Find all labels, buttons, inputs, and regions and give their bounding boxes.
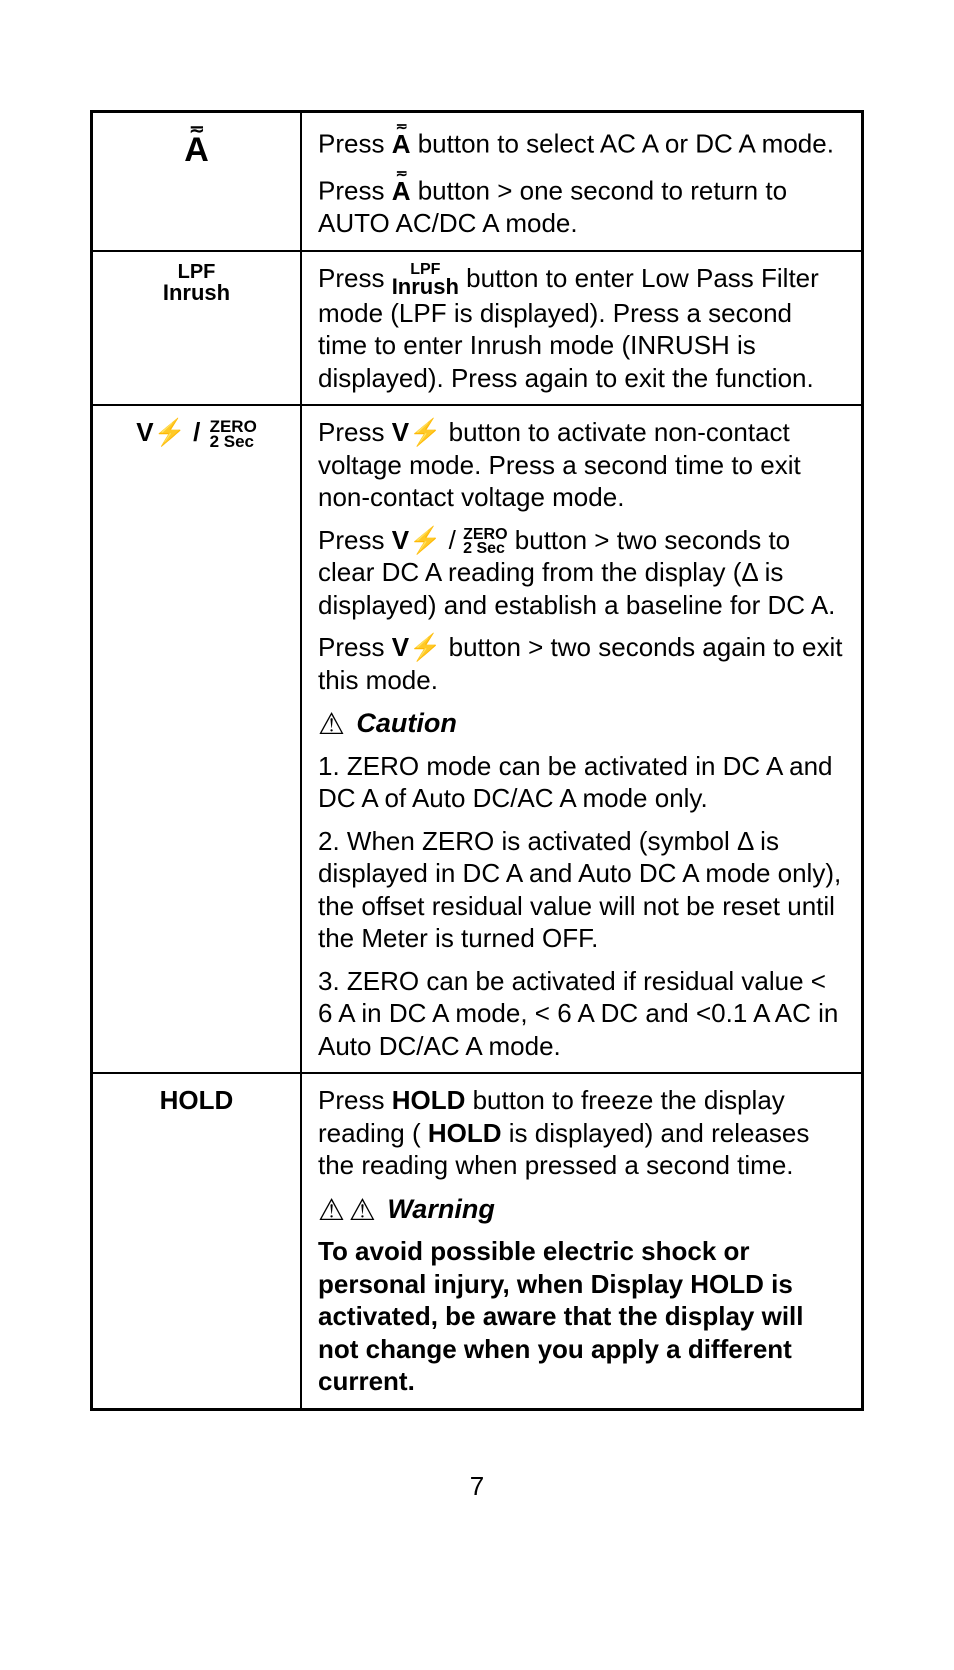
warning-triangle-icon: ⚠ xyxy=(318,706,345,744)
a-letter: A xyxy=(392,178,411,204)
button-functions-table: ≂ A Press ≂ A button to select AC A or D… xyxy=(90,110,864,1411)
caution-heading: ⚠ Caution xyxy=(318,706,845,744)
text: LPF xyxy=(109,262,284,282)
a-acdc-icon: ≂ A xyxy=(184,123,209,167)
row-label-a: ≂ A xyxy=(92,112,302,251)
row-label-lpf: LPF Inrush xyxy=(92,251,302,406)
caution-item: 3. ZERO can be activated if residual val… xyxy=(318,965,845,1063)
text: Press xyxy=(318,632,392,662)
caution-item: 2. When ZERO is activated (symbol Δ is d… xyxy=(318,825,845,955)
text: Inrush xyxy=(109,282,284,304)
v-bolt-icon: V⚡ xyxy=(392,417,442,447)
a-letter: A xyxy=(184,133,209,167)
row-label-hold: HOLD xyxy=(92,1073,302,1409)
text: button to select AC A or DC A mode. xyxy=(418,129,834,159)
zero-2sec-icon: ZERO2 Sec xyxy=(210,420,257,449)
table-row: V⚡ / ZERO2 Sec Press V⚡ button to activa… xyxy=(92,405,863,1073)
paragraph: Press ≂ A button to select AC A or DC A … xyxy=(318,123,845,160)
text: Press xyxy=(318,525,392,555)
text: HOLD xyxy=(428,1118,502,1148)
text: Press xyxy=(318,417,392,447)
table-row: LPF Inrush Press LPF Inrush button to en… xyxy=(92,251,863,406)
text: 2 Sec xyxy=(463,542,507,556)
manual-page: ≂ A Press ≂ A button to select AC A or D… xyxy=(0,0,954,1582)
row-desc-lpf: Press LPF Inrush button to enter Low Pas… xyxy=(301,251,863,406)
row-desc-hold: Press HOLD button to freeze the display … xyxy=(301,1073,863,1409)
paragraph: Press V⚡ button to activate non-contact … xyxy=(318,416,845,514)
warning-text: To avoid possible electric shock or pers… xyxy=(318,1235,845,1398)
row-desc-vzero: Press V⚡ button to activate non-contact … xyxy=(301,405,863,1073)
text: Press xyxy=(318,129,392,159)
warning-triangle-icon: ⚠ xyxy=(349,1192,376,1230)
page-number: 7 xyxy=(90,1471,864,1502)
row-label-vzero: V⚡ / ZERO2 Sec xyxy=(92,405,302,1073)
caution-item: 1. ZERO mode can be activated in DC A an… xyxy=(318,750,845,815)
text: Inrush xyxy=(392,277,459,297)
text: Caution xyxy=(349,708,457,738)
text: Press xyxy=(318,1085,392,1115)
paragraph: Press V⚡ / ZERO 2 Sec button > two secon… xyxy=(318,524,845,622)
row-desc-a: Press ≂ A button to select AC A or DC A … xyxy=(301,112,863,251)
text: 2 Sec xyxy=(210,435,257,449)
lpf-inrush-icon: LPF Inrush xyxy=(109,262,284,304)
paragraph: Press V⚡ button > two seconds again to e… xyxy=(318,631,845,696)
zero-2sec-icon: ZERO 2 Sec xyxy=(463,528,507,555)
v-zero-icon: V⚡ / ZERO2 Sec xyxy=(136,417,257,447)
v-bolt-icon: V⚡ xyxy=(136,417,186,447)
warning-heading: ⚠⚠ Warning xyxy=(318,1192,845,1230)
text: Press xyxy=(318,176,392,206)
a-acdc-icon: ≂ A xyxy=(392,170,411,204)
paragraph: Press HOLD button to freeze the display … xyxy=(318,1084,845,1182)
text: Press xyxy=(318,263,392,293)
table-row: HOLD Press HOLD button to freeze the dis… xyxy=(92,1073,863,1409)
paragraph: Press ≂ A button > one second to return … xyxy=(318,170,845,240)
v-bolt-icon: V⚡ xyxy=(392,632,442,662)
text: / xyxy=(449,525,463,555)
paragraph: Press LPF Inrush button to enter Low Pas… xyxy=(318,262,845,395)
text: / xyxy=(186,417,208,447)
hold-label: HOLD xyxy=(160,1085,234,1115)
warning-triangle-bolt-icon: ⚠ xyxy=(318,1192,345,1230)
a-acdc-icon: ≂ A xyxy=(392,123,411,157)
text: HOLD xyxy=(392,1085,466,1115)
v-bolt-icon: V⚡ xyxy=(392,525,442,555)
lpf-inrush-icon: LPF Inrush xyxy=(392,263,459,297)
table-row: ≂ A Press ≂ A button to select AC A or D… xyxy=(92,112,863,251)
a-letter: A xyxy=(392,131,411,157)
text: Warning xyxy=(380,1194,495,1224)
